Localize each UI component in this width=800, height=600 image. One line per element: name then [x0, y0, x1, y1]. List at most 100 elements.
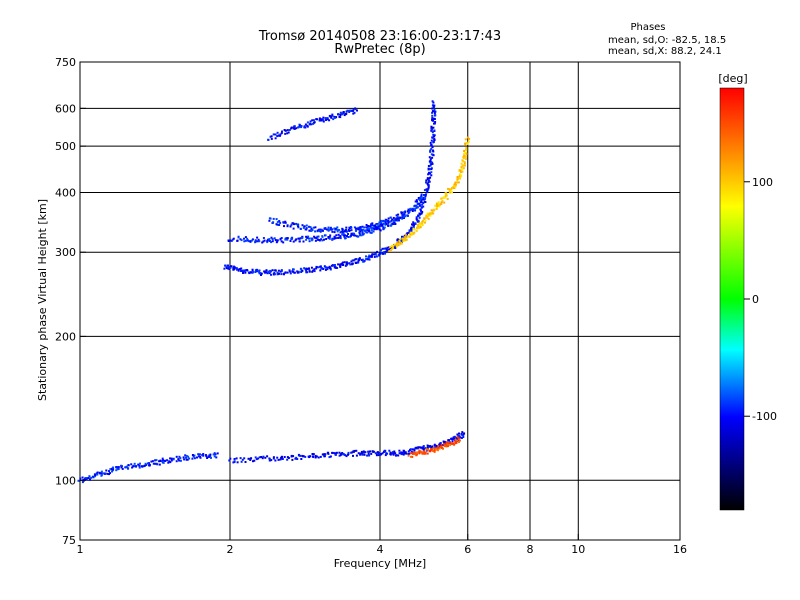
data-point [461, 170, 464, 173]
data-point [233, 267, 235, 270]
data-point [152, 462, 155, 465]
data-point [409, 448, 412, 451]
data-point [324, 268, 327, 271]
data-point [427, 217, 430, 220]
data-point [418, 227, 421, 230]
data-point [420, 194, 423, 197]
data-point [302, 455, 304, 458]
data-point [406, 232, 409, 235]
data-point [367, 452, 370, 455]
data-point [94, 473, 97, 476]
data-point [246, 237, 249, 240]
y-tick-label: 75 [62, 534, 76, 547]
data-series [77, 100, 471, 484]
data-point [324, 234, 327, 237]
data-point [429, 150, 432, 153]
data-point [307, 235, 310, 238]
data-point [117, 467, 120, 470]
data-point [321, 453, 324, 456]
data-point [329, 226, 332, 229]
data-point [235, 267, 238, 270]
data-point [321, 239, 324, 242]
data-point [461, 159, 464, 162]
data-point [448, 191, 451, 194]
chart-subtitle: RwPretec (8p) [334, 42, 425, 57]
data-point [411, 455, 414, 458]
data-point [305, 238, 308, 241]
data-point [343, 453, 346, 456]
data-point [346, 235, 348, 237]
data-point [242, 269, 245, 272]
data-point [403, 450, 406, 453]
data-point [252, 460, 254, 463]
data-point [409, 233, 412, 236]
data-point [432, 140, 435, 143]
data-point [404, 451, 407, 454]
data-point [246, 269, 248, 271]
data-point [336, 228, 339, 231]
data-point [406, 210, 409, 213]
data-point [448, 188, 451, 191]
data-point [463, 154, 466, 157]
data-point [300, 126, 303, 129]
data-point [399, 237, 402, 240]
data-point [276, 456, 279, 459]
data-point [414, 207, 417, 210]
data-point [363, 453, 366, 456]
data-point [273, 237, 276, 240]
data-point [240, 267, 243, 270]
data-point [268, 238, 271, 241]
y-tick-label: 200 [55, 330, 76, 343]
data-point [426, 215, 429, 218]
data-point [339, 114, 342, 116]
data-point [456, 181, 459, 184]
data-point [413, 231, 416, 234]
data-point [429, 176, 432, 179]
data-point [426, 190, 429, 193]
data-point [343, 261, 346, 264]
data-point [430, 174, 433, 177]
data-point [184, 454, 187, 457]
data-point [381, 247, 384, 250]
data-point [351, 259, 354, 262]
data-point [191, 457, 194, 460]
data-point [314, 239, 317, 242]
data-point [458, 432, 460, 435]
data-point [341, 231, 344, 233]
data-point [295, 127, 298, 130]
data-point [410, 228, 413, 231]
data-point [167, 461, 170, 464]
data-point [327, 236, 330, 238]
data-point [286, 458, 289, 461]
data-point [198, 453, 201, 456]
data-point [284, 221, 287, 224]
data-point [302, 226, 305, 229]
data-point [260, 456, 263, 458]
data-point [283, 456, 286, 458]
data-point [345, 261, 348, 264]
data-point [272, 133, 275, 136]
data-point [293, 271, 296, 274]
x-ticks: 1 2 4 6 8 10 16 [77, 534, 687, 556]
data-point [392, 244, 395, 247]
data-point [300, 125, 303, 127]
data-point [454, 184, 457, 187]
data-point [292, 240, 295, 243]
data-point [401, 217, 404, 220]
data-point [361, 452, 364, 455]
data-point [417, 214, 420, 217]
data-point [121, 467, 124, 470]
data-point [389, 224, 392, 227]
data-point [431, 128, 434, 131]
data-point [427, 184, 430, 187]
data-point [422, 445, 425, 448]
data-point [334, 237, 337, 240]
data-point [282, 241, 285, 244]
data-point [175, 460, 178, 463]
data-point [308, 456, 311, 459]
data-point [287, 457, 290, 459]
data-point [421, 203, 424, 206]
data-point [247, 457, 250, 460]
data-point [328, 456, 331, 459]
data-point [251, 269, 254, 272]
